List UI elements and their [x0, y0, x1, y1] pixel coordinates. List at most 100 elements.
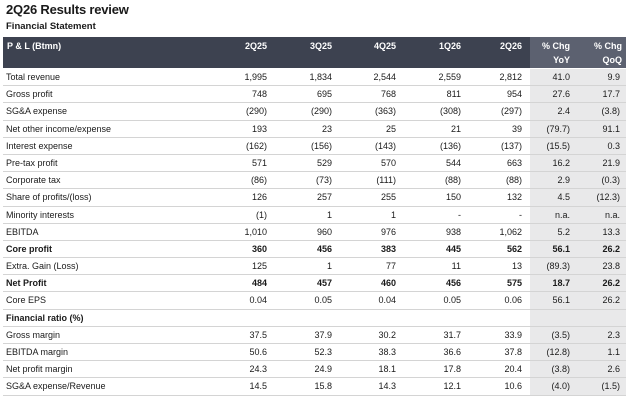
cell-chg-yoy: 2.4 — [557, 106, 570, 117]
chg-header-shade — [530, 37, 626, 68]
cell-4q25: 25 — [385, 123, 396, 134]
table-row: Extra. Gain (Loss) 125 1 77 11 13 (89.3) 23.8 — [3, 258, 626, 276]
chg-column-shade — [530, 361, 626, 378]
header-period: 3Q25 — [309, 41, 332, 51]
cell-1q26: - — [458, 209, 461, 220]
cell-chg-yoy: (15.5) — [546, 140, 570, 151]
cell-3q25: 23 — [321, 123, 332, 134]
row-label: Net profit margin — [6, 364, 73, 375]
cell-3q25: 52.3 — [314, 347, 332, 357]
header-chg-yoy-line2: YoY — [553, 55, 570, 65]
cell-chg-qoq: 26.2 — [602, 278, 620, 289]
cell-chg-qoq: 26.2 — [602, 243, 620, 254]
cell-1q26: 0.05 — [443, 295, 461, 306]
cell-chg-qoq: 1.1 — [607, 347, 620, 357]
cell-4q25: 0.04 — [378, 295, 396, 306]
cell-2q26: 20.4 — [504, 364, 522, 375]
chg-column-shade — [530, 69, 626, 86]
cell-2q25: (86) — [250, 175, 267, 186]
row-label: EBITDA — [6, 226, 39, 237]
cell-2q26: (137) — [500, 140, 522, 151]
cell-chg-yoy: n.a. — [554, 209, 570, 220]
cell-1q26: 544 — [445, 157, 461, 168]
chg-column-shade — [530, 223, 626, 240]
table-header: P & L (Btmn) 2Q25 3Q25 4Q25 1Q26 2Q26 % … — [3, 37, 626, 68]
header-chg-yoy-line1: % Chg — [542, 41, 570, 51]
cell-2q25: 24.3 — [249, 364, 267, 375]
cell-chg-qoq: 13.3 — [602, 226, 620, 237]
table-row: Net Profit 484 457 460 456 575 18.7 26.2 — [3, 275, 626, 293]
cell-4q25: 460 — [380, 278, 396, 289]
table-row: Interest expense (162) (156) (143) (136) (137… — [3, 137, 626, 155]
cell-4q25: 1 — [390, 209, 396, 220]
cell-chg-yoy: 4.5 — [557, 192, 570, 203]
cell-3q25: (73) — [315, 175, 332, 186]
header-period: 4Q25 — [373, 41, 396, 51]
cell-chg-yoy: 56.1 — [552, 243, 570, 254]
cell-chg-yoy: (3.5) — [551, 329, 570, 340]
cell-2q25: 14.5 — [249, 381, 267, 392]
row-label: Extra. Gain (Loss) — [6, 261, 79, 272]
cell-4q25: 570 — [380, 157, 396, 168]
table-row: Total revenue 1,995 1,834 2,544 2,559 2,812 41… — [3, 69, 626, 87]
chg-column-shade — [530, 103, 626, 120]
cell-2q26: 562 — [506, 243, 522, 254]
cell-3q25: 1 — [326, 261, 332, 272]
cell-chg-qoq: 21.9 — [602, 157, 620, 168]
section-header-row: Financial ratio (%) — [3, 309, 626, 327]
row-label: Pre-tax profit — [6, 157, 58, 168]
header-chg-qoq-line2: QoQ — [602, 55, 623, 65]
cell-1q26: 811 — [446, 89, 461, 100]
row-label: SG&A expense — [6, 106, 68, 117]
cell-2q25: (290) — [245, 106, 267, 117]
cell-chg-qoq: n.a. — [604, 209, 620, 220]
cell-1q26: 150 — [445, 192, 461, 203]
cell-3q25: 529 — [316, 157, 332, 168]
cell-4q25: 18.1 — [378, 364, 396, 375]
chg-column-shade — [530, 154, 626, 172]
cell-chg-yoy: 16.2 — [552, 157, 570, 168]
row-label: Gross profit — [6, 89, 53, 100]
cell-2q25: (162) — [245, 140, 267, 151]
cell-3q25: 0.05 — [314, 295, 332, 306]
cell-1q26: 12.1 — [443, 381, 461, 392]
cell-4q25: 383 — [380, 243, 396, 254]
cell-3q25: 37.9 — [314, 329, 332, 340]
table-row: Minority interests (1) 1 1 - - n.a. n.a. — [3, 206, 626, 224]
chg-column-shade — [530, 258, 626, 275]
cell-2q26: 954 — [506, 89, 522, 100]
cell-3q25: 257 — [316, 192, 332, 203]
table-row: EBITDA margin 50.6 52.3 38.3 36.6 37.8 (12.8) 1… — [3, 344, 626, 362]
cell-2q25: 126 — [251, 192, 267, 203]
cell-chg-qoq: 9.9 — [607, 72, 620, 82]
cell-3q25: 15.8 — [314, 381, 332, 392]
cell-1q26: 36.6 — [443, 347, 461, 357]
chg-column-shade — [530, 378, 626, 395]
table-row: Pre-tax profit 571 529 570 544 663 16.2 21.9 — [3, 154, 626, 173]
cell-2q26: 10.6 — [504, 381, 522, 392]
cell-3q25: (290) — [310, 106, 332, 117]
cell-1q26: 31.7 — [443, 329, 461, 340]
cell-1q26: 456 — [445, 278, 461, 289]
table-row: Gross profit 748 695 768 811 954 27.6 17.7 — [3, 86, 626, 104]
table-row: Core profit 360 456 383 445 562 56.1 26.2 — [3, 240, 626, 259]
chg-column-shade — [530, 172, 626, 189]
cell-chg-yoy: 41.0 — [552, 72, 570, 82]
cell-2q26: 0.06 — [504, 295, 522, 306]
cell-chg-yoy: (3.8) — [551, 364, 570, 375]
cell-chg-qoq: 2.3 — [607, 329, 620, 340]
cell-2q25: 484 — [251, 278, 267, 289]
cell-2q26: 33.9 — [504, 329, 522, 340]
chg-column-shade — [530, 137, 626, 154]
cell-4q25: 2,544 — [373, 72, 396, 82]
cell-1q26: (88) — [444, 175, 461, 186]
row-label: Share of profits/(loss) — [6, 192, 92, 203]
cell-3q25: 1,834 — [309, 72, 332, 82]
cell-chg-yoy: 56.1 — [552, 295, 570, 306]
report-title: 2Q26 Results review — [6, 2, 129, 17]
cell-4q25: 768 — [380, 89, 396, 100]
cell-4q25: 30.2 — [378, 329, 396, 340]
cell-2q26: 132 — [506, 192, 522, 203]
cell-1q26: 11 — [451, 261, 461, 272]
chg-column-shade — [530, 326, 626, 343]
